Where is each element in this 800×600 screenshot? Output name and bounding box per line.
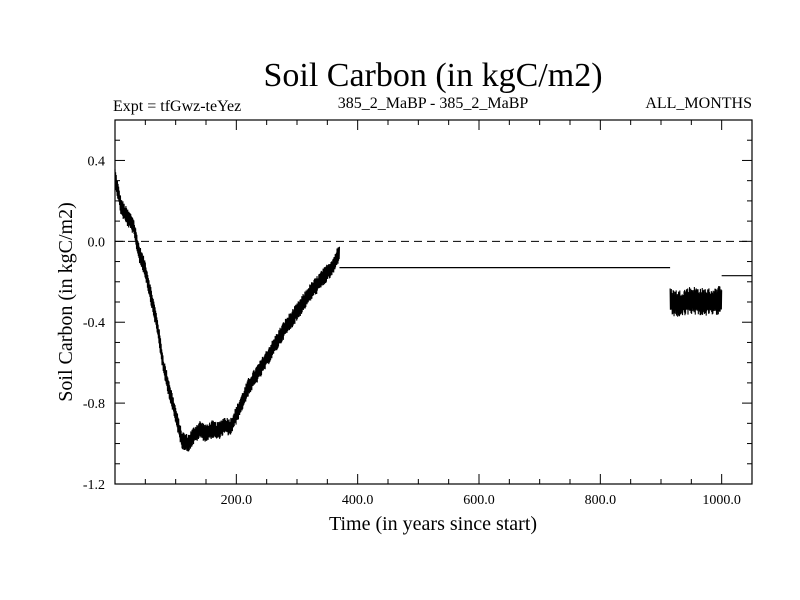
y-tick-label: -1.2 bbox=[83, 478, 105, 493]
series-noisy-segment bbox=[669, 286, 723, 317]
months-label: ALL_MONTHS bbox=[645, 95, 752, 112]
x-tick-label: 400.0 bbox=[342, 493, 374, 508]
y-tick-label: -0.4 bbox=[83, 316, 105, 331]
x-axis-label: Time (in years since start) bbox=[329, 513, 537, 535]
experiment-label: Expt = tfGwz-teYez bbox=[113, 98, 241, 115]
chart-title: Soil Carbon (in kgC/m2) bbox=[263, 57, 602, 94]
comparison-label: 385_2_MaBP - 385_2_MaBP bbox=[338, 95, 529, 112]
y-tick-label: -0.8 bbox=[83, 397, 105, 412]
x-tick-label: 800.0 bbox=[585, 493, 617, 508]
y-tick-label: 0.4 bbox=[88, 154, 106, 169]
y-axis-label: Soil Carbon (in kgC/m2) bbox=[55, 202, 77, 401]
axis-ticks bbox=[115, 120, 752, 484]
x-tick-label: 1000.0 bbox=[702, 493, 741, 508]
x-tick-label: 200.0 bbox=[221, 493, 253, 508]
x-tick-label: 600.0 bbox=[463, 493, 495, 508]
y-tick-label: 0.0 bbox=[88, 235, 106, 250]
tick-labels: 200.0 400.0 600.0 800.0 1000.0 0.4 0.0 -0.4 -0.8… bbox=[83, 154, 741, 508]
series-noisy-segment bbox=[114, 169, 341, 452]
series-layer bbox=[114, 169, 752, 452]
